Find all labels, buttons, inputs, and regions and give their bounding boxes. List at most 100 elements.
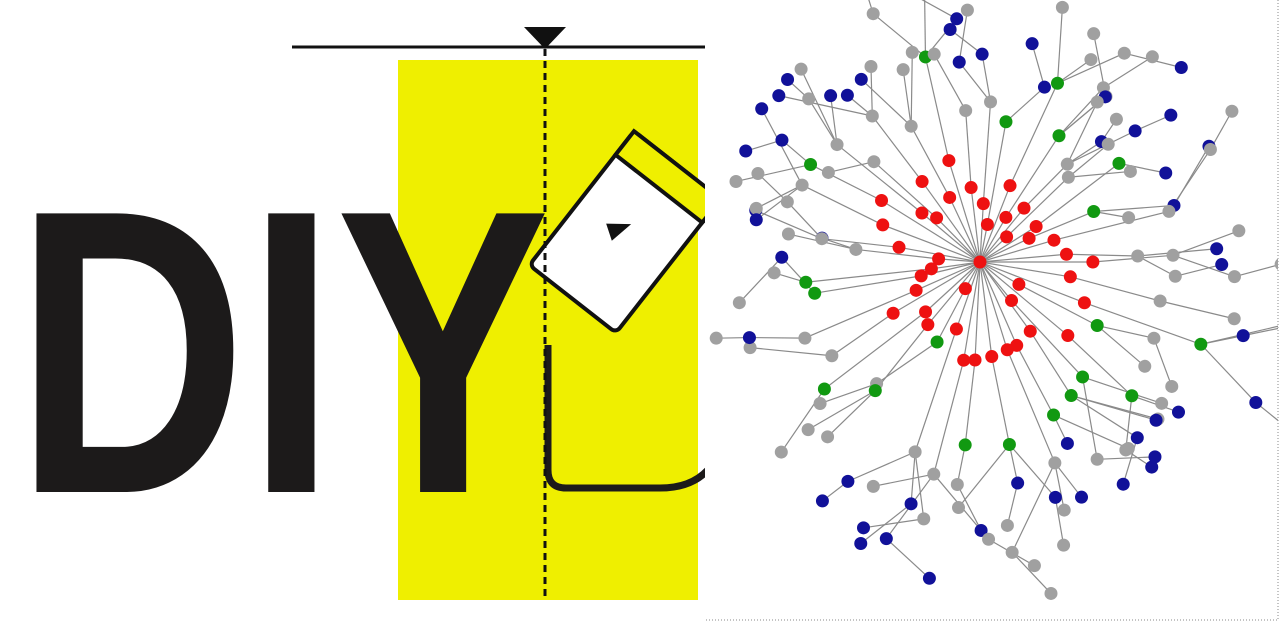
node: [822, 166, 835, 179]
node: [1087, 205, 1100, 218]
edge: [959, 445, 1010, 508]
node: [985, 350, 998, 363]
edge: [1154, 338, 1172, 386]
edge: [750, 348, 832, 356]
edge: [1103, 57, 1152, 88]
node: [1172, 406, 1185, 419]
edge: [959, 62, 990, 102]
edge: [1054, 211, 1169, 240]
node: [818, 383, 831, 396]
node: [944, 23, 957, 36]
node: [887, 307, 900, 320]
node: [743, 331, 756, 344]
node: [1125, 389, 1138, 402]
node: [782, 228, 795, 241]
node: [897, 63, 910, 76]
node: [855, 73, 868, 86]
edge: [1160, 301, 1234, 319]
edge: [1007, 483, 1017, 525]
node: [1237, 329, 1250, 342]
node: [959, 282, 972, 295]
node: [927, 468, 940, 481]
edge: [1068, 336, 1132, 396]
edge: [1017, 345, 1054, 415]
edge: [924, 0, 925, 57]
network-graph: [710, 0, 1280, 600]
node: [1062, 171, 1075, 184]
edge: [915, 452, 924, 519]
edge: [782, 257, 815, 293]
node: [1075, 491, 1088, 504]
node: [1001, 519, 1014, 532]
node: [1084, 53, 1097, 66]
edge: [899, 0, 957, 19]
node: [1023, 232, 1036, 245]
edge: [1083, 377, 1098, 459]
node: [921, 318, 934, 331]
node: [1047, 234, 1060, 247]
page: DIY (() => { const data = JSON.parse(doc…: [0, 0, 1280, 621]
node: [802, 92, 815, 105]
edge: [1068, 171, 1130, 177]
node: [808, 287, 821, 300]
node: [919, 305, 932, 318]
node: [1011, 477, 1024, 490]
node: [815, 232, 828, 245]
edge: [873, 474, 933, 486]
node: [1047, 409, 1060, 422]
node: [772, 89, 785, 102]
edge: [1010, 83, 1057, 185]
nodes: [710, 0, 1280, 600]
node: [781, 195, 794, 208]
node: [1228, 312, 1241, 325]
node: [1117, 478, 1130, 491]
node: [751, 167, 764, 180]
edge: [875, 325, 928, 391]
node: [1165, 380, 1178, 393]
node: [768, 266, 781, 279]
node: [1169, 270, 1182, 283]
edge: [1132, 396, 1179, 412]
node: [814, 397, 827, 410]
node: [866, 110, 879, 123]
node: [957, 354, 970, 367]
node: [1006, 546, 1019, 559]
node: [1162, 205, 1175, 218]
node: [798, 332, 811, 345]
node: [951, 478, 964, 491]
node: [729, 175, 742, 188]
node: [1159, 167, 1172, 180]
node: [1131, 431, 1144, 444]
node: [1175, 61, 1188, 74]
edge: [980, 262, 1068, 336]
logo-text: DIY: [15, 125, 550, 578]
node: [775, 446, 788, 459]
node: [1122, 211, 1135, 224]
node: [976, 48, 989, 61]
node: [821, 430, 834, 443]
node: [799, 276, 812, 289]
node: [1065, 389, 1078, 402]
node: [943, 191, 956, 204]
node: [961, 4, 974, 17]
edge: [1234, 264, 1280, 276]
node: [1131, 250, 1144, 263]
node: [953, 56, 966, 69]
edge: [1006, 87, 1044, 122]
edge: [756, 185, 802, 208]
node: [893, 241, 906, 254]
node: [965, 181, 978, 194]
node: [1215, 258, 1228, 271]
node: [931, 336, 944, 349]
edge: [987, 122, 1006, 225]
node: [1005, 294, 1018, 307]
node: [982, 533, 995, 546]
node: [831, 138, 844, 151]
node: [795, 63, 808, 76]
node: [1038, 81, 1051, 94]
edge: [1097, 326, 1154, 339]
node: [1001, 343, 1014, 356]
node: [804, 158, 817, 171]
node: [1078, 296, 1091, 309]
edge: [903, 70, 911, 127]
